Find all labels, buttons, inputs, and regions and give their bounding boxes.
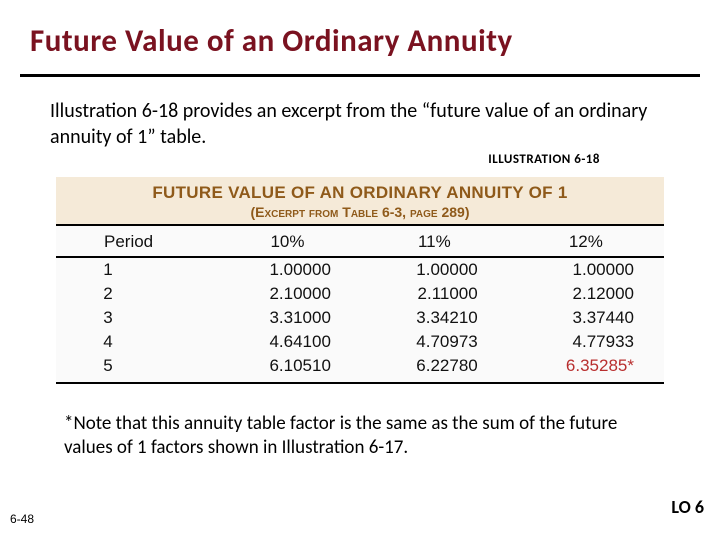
- learning-objective: LO 6: [671, 496, 704, 518]
- table-cell: 1: [56, 257, 214, 282]
- annuity-table: Period 10% 11% 12% 11.000001.000001.0000…: [56, 226, 664, 384]
- table-cell: 2: [56, 282, 214, 306]
- illustration-label: ILLUSTRATION 6-18: [0, 152, 720, 167]
- table-cell: 6.10510: [214, 354, 361, 383]
- table-cell: 2.11000: [361, 282, 508, 306]
- table-header-row: Period 10% 11% 12%: [56, 226, 664, 257]
- table-cell: 3.34210: [361, 306, 508, 330]
- table-cell: 3: [56, 306, 214, 330]
- table-cell: 3.37440: [508, 306, 664, 330]
- page-number: 6-48: [10, 512, 34, 526]
- table-row: 33.310003.342103.37440: [56, 306, 664, 330]
- table-row: 22.100002.110002.12000: [56, 282, 664, 306]
- th-11pct: 11%: [361, 226, 508, 257]
- table-cell: 4.77933: [508, 330, 664, 354]
- table-cell: 6.22780: [361, 354, 508, 383]
- table-container: FUTURE VALUE OF AN ORDINARY ANNUITY OF 1…: [56, 177, 664, 384]
- page-title: Future Value of an Ordinary Annuity: [30, 22, 690, 60]
- table-cell: 6.35285*: [508, 354, 664, 383]
- table-cell: 4: [56, 330, 214, 354]
- table-cell: 1.00000: [214, 257, 361, 282]
- th-12pct: 12%: [508, 226, 664, 257]
- table-cell: 3.31000: [214, 306, 361, 330]
- table-cell: 4.70973: [361, 330, 508, 354]
- table-cell: 2.12000: [508, 282, 664, 306]
- th-period: Period: [56, 226, 214, 257]
- table-title-line1: FUTURE VALUE OF AN ORDINARY ANNUITY OF 1: [60, 183, 660, 203]
- table-row: 56.105106.227806.35285*: [56, 354, 664, 383]
- th-10pct: 10%: [214, 226, 361, 257]
- intro-text: Illustration 6-18 provides an excerpt fr…: [0, 77, 720, 150]
- table-title-line2: (Excerpt from Table 6-3, page 289): [60, 204, 660, 220]
- table-title: FUTURE VALUE OF AN ORDINARY ANNUITY OF 1…: [56, 177, 664, 226]
- table-cell: 1.00000: [508, 257, 664, 282]
- table-row: 11.000001.000001.00000: [56, 257, 664, 282]
- table-cell: 1.00000: [361, 257, 508, 282]
- table-cell: 4.64100: [214, 330, 361, 354]
- footnote: *Note that this annuity table factor is …: [0, 384, 720, 460]
- table-row: 44.641004.709734.77933: [56, 330, 664, 354]
- table-cell: 2.10000: [214, 282, 361, 306]
- table-cell: 5: [56, 354, 214, 383]
